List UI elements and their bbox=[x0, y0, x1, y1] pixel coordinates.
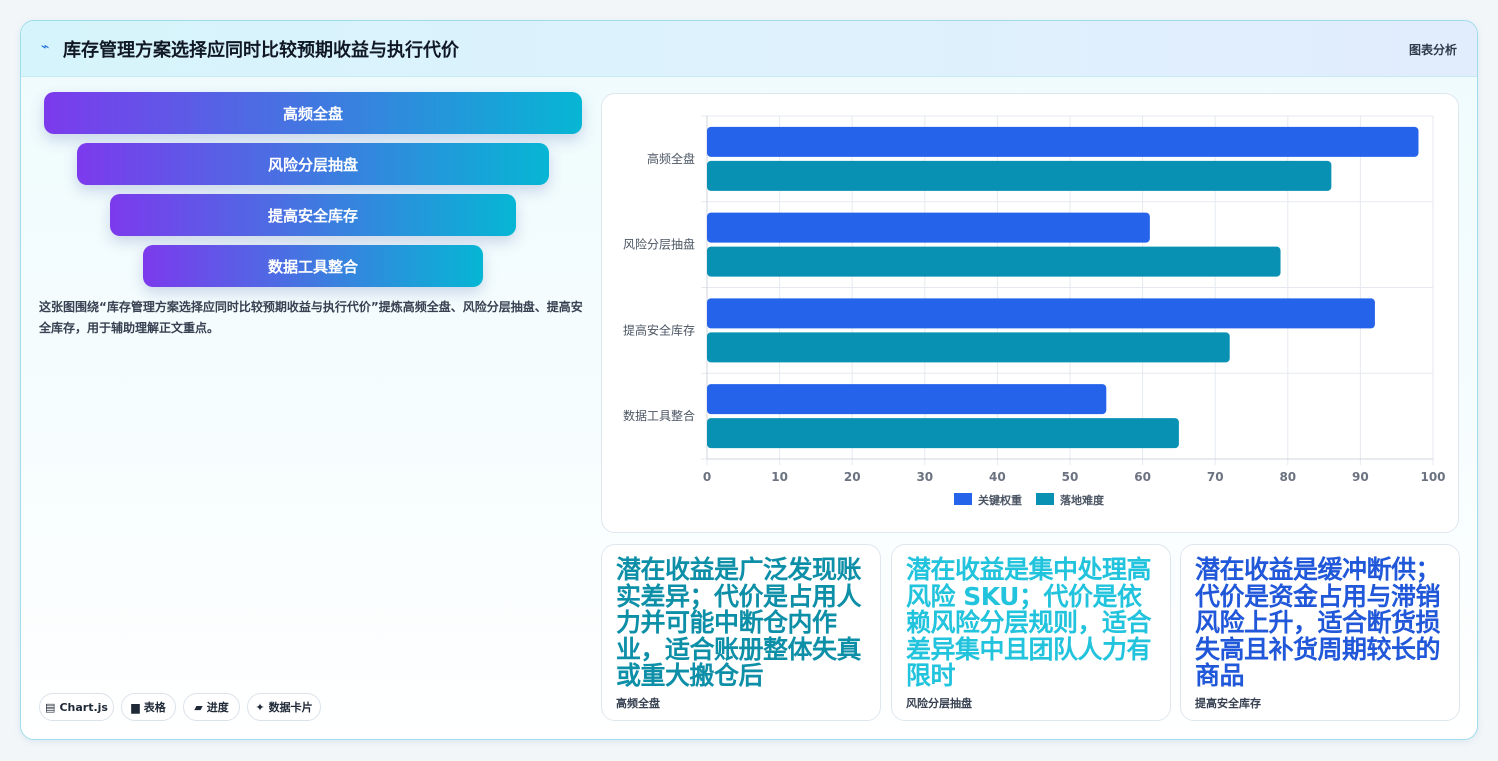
chart-analysis-tag[interactable]: 图表分析 bbox=[1408, 43, 1457, 57]
stat-card-1: 潜在收益是广泛发现账实差异；代价是占用人力并可能中断仓内作业，适合账册整体失真或… bbox=[601, 544, 881, 721]
stat-label: 高频全盘 bbox=[616, 697, 660, 710]
bar-chart: 0 10 20 30 40 50 60 70 80 90 100 高频全盘风险分层抽盘提高安全库存数据… bbox=[623, 115, 1446, 507]
page-title: 库存管理方案选择应同时比较预期收益与执行代价 bbox=[63, 40, 459, 61]
x-tick-label: 10 bbox=[771, 470, 788, 484]
stat-card-3: 潜在收益是缓冲断供；代价是资金占用与滞销风险上升，适合断货损失高且补货周期较长的… bbox=[1180, 544, 1460, 721]
trend-line-icon: ⌁ bbox=[41, 39, 50, 55]
bar bbox=[707, 298, 1375, 329]
stat-text: 潜在收益是缓冲断供；代价是资金占用与滞销风险上升，适合断货损失高且补货周期较长的… bbox=[1195, 555, 1441, 690]
chip-data-card[interactable]: ✦ 数据卡片 bbox=[247, 693, 321, 721]
legend-label: 落地难度 bbox=[1060, 493, 1105, 507]
table-icon: ▆ bbox=[131, 700, 140, 714]
chip-chartjs[interactable]: ▤ Chart.js bbox=[39, 693, 114, 721]
bar bbox=[707, 212, 1150, 243]
stat-text: 潜在收益是集中处理高风险 SKU；代价是依赖风险分层规则，适合差异集中且团队人力… bbox=[906, 555, 1152, 690]
x-tick-label: 60 bbox=[1134, 470, 1151, 484]
bar bbox=[707, 384, 1107, 415]
x-tick-label: 80 bbox=[1279, 470, 1296, 484]
legend-label: 关键权重 bbox=[978, 493, 1022, 507]
chart-icon: ▤ bbox=[45, 700, 56, 714]
bar bbox=[707, 418, 1179, 449]
legend-swatch bbox=[954, 493, 972, 505]
y-tick-label: 数据工具整合 bbox=[623, 408, 695, 423]
chip-table[interactable]: ▆ 表格 bbox=[121, 693, 176, 721]
funnel-step-1: 高频全盘 bbox=[44, 92, 582, 134]
stat-label: 风险分层抽盘 bbox=[906, 697, 972, 710]
chart-description: 这张图围绕“库存管理方案选择应同时比较预期收益与执行代价”提炼高频全盘、风险分层… bbox=[39, 300, 583, 335]
chip-label: 数据卡片 bbox=[268, 701, 313, 714]
funnel-step-2: 风险分层抽盘 bbox=[77, 143, 549, 185]
chip-label: 表格 bbox=[143, 701, 166, 714]
x-tick-label: 0 bbox=[703, 470, 711, 484]
bar bbox=[707, 332, 1230, 363]
bar bbox=[707, 246, 1281, 277]
y-tick-label: 风险分层抽盘 bbox=[623, 237, 695, 252]
x-tick-label: 30 bbox=[916, 470, 933, 484]
stat-card-2: 潜在收益是集中处理高风险 SKU；代价是依赖风险分层规则，适合差异集中且团队人力… bbox=[891, 544, 1171, 721]
x-tick-label: 90 bbox=[1352, 470, 1369, 484]
header-bar: ⌁ 库存管理方案选择应同时比较预期收益与执行代价 图表分析 bbox=[21, 21, 1477, 77]
funnel-step-4: 数据工具整合 bbox=[143, 245, 483, 287]
stat-label: 提高安全库存 bbox=[1195, 697, 1261, 710]
chip-label: Chart.js bbox=[59, 700, 108, 714]
chip-label: 进度 bbox=[206, 701, 229, 714]
y-tick-label: 提高安全库存 bbox=[623, 322, 695, 337]
bar bbox=[707, 160, 1332, 191]
progress-icon: ▰ bbox=[194, 700, 203, 714]
chip-progress[interactable]: ▰ 进度 bbox=[183, 693, 240, 721]
x-tick-label: 40 bbox=[989, 470, 1006, 484]
chart-panel: 0 10 20 30 40 50 60 70 80 90 100 高频全盘风险分层抽盘 提高安全库存 数据… bbox=[601, 93, 1459, 533]
x-tick-label: 70 bbox=[1207, 470, 1224, 484]
stat-text: 潜在收益是广泛发现账实差异；代价是占用人力并可能中断仓内作业，适合账册整体失真或… bbox=[616, 555, 862, 690]
y-tick-label: 高频全盘 bbox=[647, 151, 695, 166]
x-tick-label: 20 bbox=[844, 470, 861, 484]
x-tick-label: 50 bbox=[1062, 470, 1079, 484]
main-card: ⌁ 库存管理方案选择应同时比较预期收益与执行代价 图表分析 高频全盘 风险分层抽… bbox=[20, 20, 1478, 740]
legend-swatch bbox=[1036, 493, 1054, 505]
bar bbox=[707, 126, 1419, 157]
x-tick-label: 100 bbox=[1420, 470, 1445, 484]
sparkle-icon: ✦ bbox=[255, 700, 265, 714]
funnel-step-3: 提高安全库存 bbox=[110, 194, 516, 236]
